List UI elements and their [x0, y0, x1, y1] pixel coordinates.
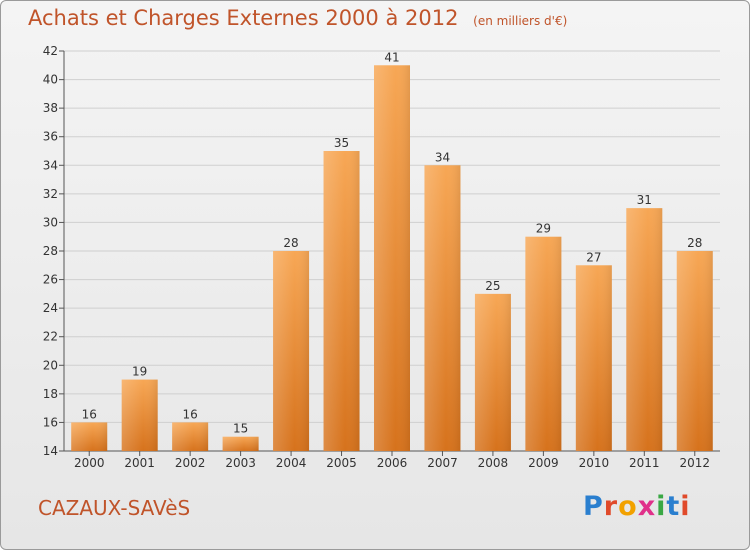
y-tick-label: 32	[43, 187, 58, 201]
data-label: 16	[82, 407, 97, 421]
commune-name: CAZAUX-SAVèS	[38, 496, 191, 520]
data-label: 29	[536, 222, 551, 236]
labels: 14 16 18 20 22 24 26 28 30 32 34 36 38 40 42 16 2000 19 20…	[43, 44, 710, 470]
logo-letter: o	[618, 491, 638, 522]
y-tick-label: 38	[43, 101, 58, 115]
bar-shade	[374, 65, 410, 452]
data-label: 28	[687, 236, 702, 250]
bar-shade	[676, 251, 713, 451]
x-tick-label: 2008	[478, 456, 509, 470]
y-tick-label: 16	[43, 415, 58, 429]
y-tick-label: 26	[43, 273, 58, 287]
x-tick-label: 2004	[276, 456, 307, 470]
proxiti-logo: Proxiti	[583, 491, 691, 522]
x-tick-label: 2012	[679, 456, 710, 470]
y-tick-label: 22	[43, 330, 58, 344]
chart-title-block: Achats et Charges Externes 2000 à 2012 (…	[28, 6, 567, 30]
y-tick-label: 34	[43, 158, 58, 172]
bars	[71, 65, 713, 452]
bar-shade	[474, 293, 511, 451]
data-label: 34	[435, 150, 450, 164]
y-tick-label: 24	[43, 301, 58, 315]
y-tick-label: 30	[43, 215, 58, 229]
x-tick-label: 2005	[326, 456, 357, 470]
x-tick-label: 2006	[377, 456, 408, 470]
y-tick-label: 18	[43, 387, 58, 401]
logo-letter: r	[603, 491, 619, 522]
bar-shade	[172, 422, 209, 451]
bar-shade	[222, 436, 259, 451]
data-label: 15	[233, 422, 248, 436]
data-label: 19	[132, 365, 147, 379]
x-tick-label: 2011	[629, 456, 660, 470]
logo-letter: x	[637, 491, 657, 522]
x-tick-label: 2002	[175, 456, 206, 470]
data-label: 25	[485, 279, 500, 293]
chart-subtitle: (en milliers d'€)	[473, 14, 568, 28]
bar-shade	[273, 251, 310, 451]
bar-shade	[323, 151, 360, 451]
x-tick-label: 2007	[427, 456, 458, 470]
logo-letter: i	[656, 491, 667, 522]
y-tick-label: 40	[43, 73, 58, 87]
x-tick-label: 2010	[579, 456, 610, 470]
y-tick-label: 36	[43, 130, 58, 144]
data-label: 16	[183, 407, 198, 421]
bar-shade	[575, 265, 612, 451]
logo-letter: P	[583, 491, 604, 522]
y-tick-label: 28	[43, 244, 58, 258]
bar-shade	[626, 208, 663, 451]
bar-shade	[121, 379, 158, 451]
data-label: 27	[586, 250, 601, 264]
bar-shade	[424, 165, 461, 452]
data-label: 35	[334, 136, 349, 150]
x-tick-label: 2000	[74, 456, 105, 470]
data-label: 41	[384, 50, 399, 64]
data-label: 31	[637, 193, 652, 207]
y-tick-label: 14	[43, 444, 58, 458]
x-tick-label: 2003	[225, 456, 256, 470]
y-tick-label: 20	[43, 358, 58, 372]
y-tick-label: 42	[43, 44, 58, 58]
bar-shade	[525, 236, 562, 451]
x-tick-label: 2009	[528, 456, 559, 470]
chart-title: Achats et Charges Externes 2000 à 2012	[28, 6, 459, 30]
bar-shade	[71, 422, 108, 451]
logo-letter: i	[680, 491, 691, 522]
data-label: 28	[283, 236, 298, 250]
x-tick-label: 2001	[124, 456, 155, 470]
logo-letter: t	[666, 491, 681, 522]
